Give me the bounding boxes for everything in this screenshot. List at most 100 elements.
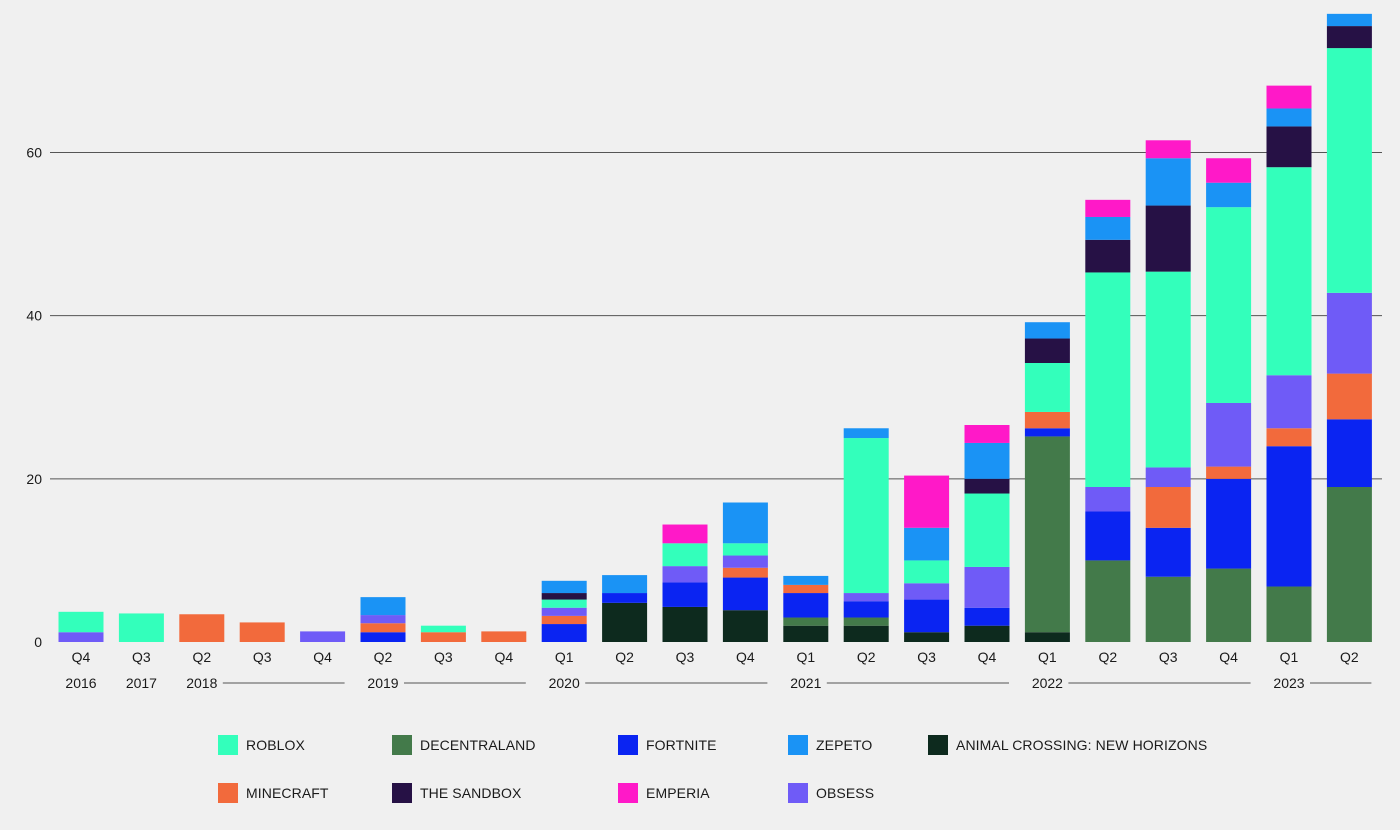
x-tick-label: Q3 <box>917 649 936 665</box>
bar-segment-fortnite <box>360 632 406 642</box>
bar-segment-zepeto <box>904 527 950 561</box>
bar-segment-obsess <box>1206 402 1252 467</box>
bar-segment-obsess <box>360 615 406 624</box>
bar-segment-zepeto <box>783 575 829 585</box>
year-label: 2020 <box>549 675 580 691</box>
legend-item-animal-crossing: ANIMAL CROSSING: NEW HORIZONS <box>928 734 1207 756</box>
year-label: 2018 <box>186 675 217 691</box>
bar-segment-emperia <box>1266 85 1312 109</box>
bar-segment-obsess <box>1326 292 1372 374</box>
bar-segment-zepeto <box>1326 13 1372 27</box>
legend-label: OBSESS <box>816 785 875 801</box>
bar-segment-minecraft <box>360 623 406 633</box>
legend-swatch <box>218 783 238 803</box>
bar-segment-decentraland <box>1024 436 1070 633</box>
bar-segment-zepeto <box>964 442 1010 479</box>
legend-item-decentraland: DECENTRALAND <box>392 734 536 756</box>
bar-segment-zepeto <box>1206 182 1252 208</box>
bar-segment-obsess <box>662 566 708 583</box>
bar-segment-roblox <box>1085 272 1131 487</box>
bar-segment-roblox <box>964 493 1010 567</box>
bar-segment-the-sandbox <box>1266 126 1312 168</box>
bar-segment-obsess <box>58 632 104 642</box>
bar-segment-the-sandbox <box>1145 205 1191 272</box>
year-label: 2022 <box>1032 675 1063 691</box>
y-tick-label: 20 <box>26 471 42 487</box>
bar-segment-fortnite <box>783 593 829 618</box>
x-tick-label: Q2 <box>1340 649 1359 665</box>
bar-segment-zepeto <box>1266 108 1312 127</box>
bar-segment-emperia <box>662 524 708 544</box>
bar-segment-animal-crossing-new-horizons <box>783 625 829 642</box>
legend-swatch <box>218 735 238 755</box>
bar-segment-minecraft <box>1206 466 1252 479</box>
bar-segment-obsess <box>843 593 889 602</box>
bar-segment-obsess <box>1145 467 1191 487</box>
bar-segment-fortnite <box>662 582 708 607</box>
x-tick-label: Q4 <box>1219 649 1238 665</box>
x-tick-label: Q4 <box>72 649 91 665</box>
x-tick-label: Q1 <box>555 649 574 665</box>
chart-legend: ROBLOX DECENTRALAND FORTNITE ZEPETO ANIM… <box>0 720 1400 820</box>
stacked-bar-chart: 0 20 40 60 Q4 Q3 Q2 Q3 Q4 Q2 Q3 Q4 Q1 Q2 Q3 Q4 Q1 Q2 Q3 Q4 Q… <box>26 13 1382 691</box>
x-tick-label: Q1 <box>796 649 815 665</box>
bar-segment-obsess <box>541 607 587 616</box>
bar-segment-zepeto <box>1085 216 1131 240</box>
bar-segment-roblox <box>904 560 950 584</box>
bar-segment-fortnite <box>541 624 587 642</box>
legend-label: ZEPETO <box>816 737 873 753</box>
bar-segment-animal-crossing-new-horizons <box>722 610 768 642</box>
bar-segment-decentraland <box>1145 576 1191 642</box>
bar-segment-minecraft <box>541 615 587 625</box>
bar-segment-minecraft <box>1266 428 1312 447</box>
legend-swatch <box>788 783 808 803</box>
legend-item-the-sandbox: THE SANDBOX <box>392 782 521 804</box>
bar-segment-emperia <box>1145 140 1191 159</box>
legend-label: THE SANDBOX <box>420 785 522 801</box>
legend-swatch <box>618 735 638 755</box>
bar-segment-decentraland <box>843 617 889 626</box>
legend-label: DECENTRALAND <box>420 737 536 753</box>
legend-swatch <box>618 783 638 803</box>
legend-label: ANIMAL CROSSING: NEW HORIZONS <box>956 737 1208 753</box>
legend-label: FORTNITE <box>646 737 717 753</box>
bar-segment-roblox <box>541 599 587 608</box>
bar-segment-the-sandbox <box>541 593 587 600</box>
x-tick-label: Q3 <box>253 649 272 665</box>
x-tick-label: Q3 <box>676 649 695 665</box>
bar-segment-fortnite <box>843 601 889 618</box>
bar-segment-animal-crossing-new-horizons <box>1024 632 1070 642</box>
bar-segment-roblox <box>843 438 889 594</box>
bar-segment-fortnite <box>602 593 648 603</box>
bar-segment-obsess <box>300 631 346 642</box>
legend-item-emperia: EMPERIA <box>618 782 710 804</box>
bar-segment-emperia <box>904 475 950 528</box>
bar-segment-obsess <box>964 566 1010 608</box>
bar-segment-fortnite <box>1085 511 1131 561</box>
bar-segment-roblox <box>118 613 164 642</box>
x-tick-label: Q2 <box>615 649 634 665</box>
bar-segment-the-sandbox <box>1024 338 1070 363</box>
bar-segment-roblox <box>1266 167 1312 376</box>
year-label: 2016 <box>65 675 96 691</box>
x-tick-label: Q1 <box>1280 649 1299 665</box>
bar-segment-animal-crossing-new-horizons <box>843 625 889 642</box>
bar-segment-minecraft <box>1326 373 1372 420</box>
bar-segment-obsess <box>904 583 950 600</box>
bar-segment-decentraland <box>1326 487 1372 642</box>
bar-segment-fortnite <box>722 577 768 611</box>
bar-segment-zepeto <box>1024 322 1070 339</box>
bar-segment-zepeto <box>843 428 889 439</box>
x-tick-label: Q2 <box>857 649 876 665</box>
legend-label: MINECRAFT <box>246 785 329 801</box>
bar-segment-animal-crossing-new-horizons <box>964 625 1010 642</box>
x-tick-label: Q4 <box>978 649 997 665</box>
legend-item-roblox: ROBLOX <box>218 734 305 756</box>
bar-segment-zepeto <box>1145 158 1191 206</box>
x-tick-label: Q2 <box>1098 649 1117 665</box>
bar-segment-fortnite <box>1145 527 1191 577</box>
bar-segment-roblox <box>420 625 466 633</box>
bar-segment-roblox <box>722 543 768 556</box>
bar-segment-zepeto <box>360 597 406 616</box>
bar-segment-decentraland <box>1266 586 1312 642</box>
